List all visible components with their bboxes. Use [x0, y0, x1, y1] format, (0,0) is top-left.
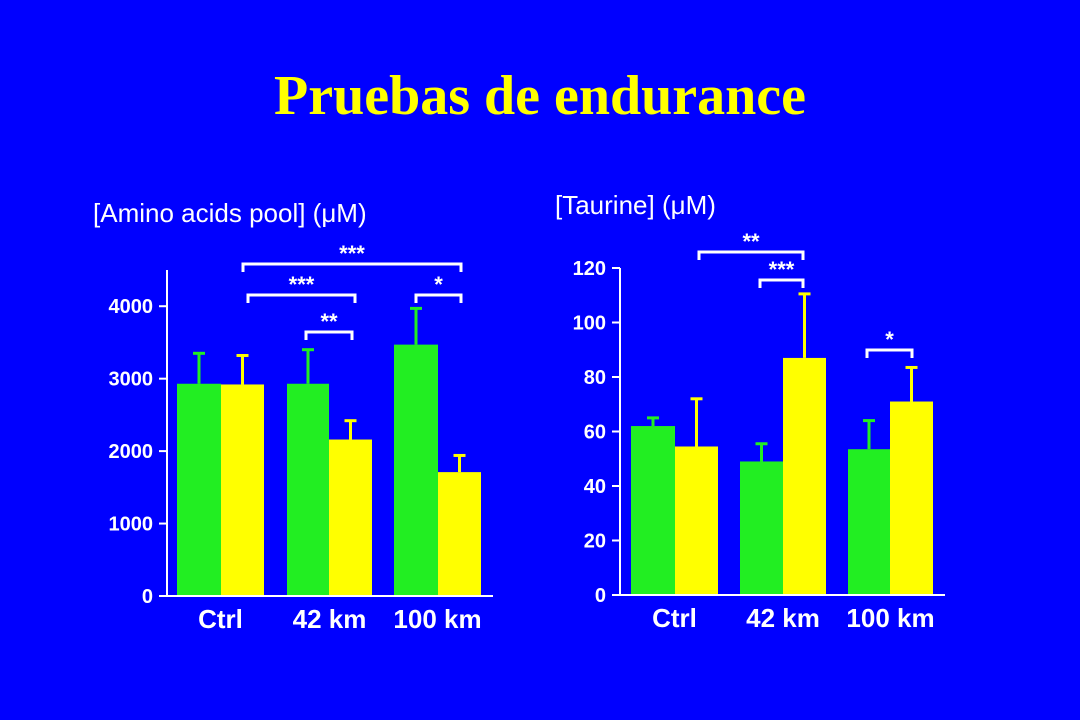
bar [890, 401, 933, 595]
chart-2: [Taurine] (μM) 0 20 40 60 80 100 120 Ctrl 42 km 10… [555, 190, 945, 633]
chart-1: [Amino acids pool] (μM) 0 1000 2000 3000 4000… [93, 198, 493, 634]
significance-bracket [304, 330, 354, 340]
significance-bracket [241, 262, 463, 272]
significance-label: *** [769, 257, 795, 282]
x-tick-label: 42 km [293, 604, 367, 634]
significance-bracket [246, 293, 357, 303]
significance-label: *** [289, 272, 315, 297]
y-tick-label: 80 [584, 367, 606, 389]
significance-label: * [885, 327, 894, 352]
y-tick-label: 20 [584, 531, 606, 553]
bar [631, 426, 675, 595]
y-tick-label: 0 [142, 586, 153, 608]
y-tick-label: 3000 [109, 369, 154, 391]
significance-label: *** [339, 241, 365, 266]
bar [329, 439, 372, 596]
chart-title: [Taurine] (μM) [555, 190, 716, 220]
y-tick-label: 2000 [109, 441, 154, 463]
x-tick-label: 100 km [393, 604, 481, 634]
x-tick-label: Ctrl [198, 604, 243, 634]
bar [783, 357, 826, 595]
bar [221, 384, 264, 596]
bar [287, 383, 329, 596]
slide-title: Pruebas de endurance [274, 65, 806, 127]
significance-label: ** [320, 309, 338, 334]
significance-bracket [414, 293, 463, 303]
y-tick-label: 120 [573, 258, 606, 280]
y-tick-label: 4000 [109, 296, 154, 318]
bar [177, 383, 221, 596]
y-tick-label: 1000 [109, 514, 154, 536]
y-tick-label: 0 [595, 585, 606, 607]
significance-bracket [758, 278, 805, 288]
bar [675, 446, 718, 595]
significance-label: * [434, 272, 443, 297]
x-tick-label: Ctrl [652, 603, 697, 633]
y-tick-label: 60 [584, 422, 606, 444]
bar [438, 472, 481, 596]
x-tick-label: 100 km [846, 603, 934, 633]
significance-bracket [697, 250, 805, 260]
y-tick-label: 100 [573, 313, 606, 335]
significance-bracket [865, 348, 914, 358]
y-tick-label: 40 [584, 476, 606, 498]
bar [394, 344, 438, 596]
significance-label: ** [742, 229, 760, 254]
bar [740, 461, 783, 595]
chart-title: [Amino acids pool] (μM) [93, 198, 367, 228]
bar [848, 449, 890, 595]
x-tick-label: 42 km [746, 603, 820, 633]
